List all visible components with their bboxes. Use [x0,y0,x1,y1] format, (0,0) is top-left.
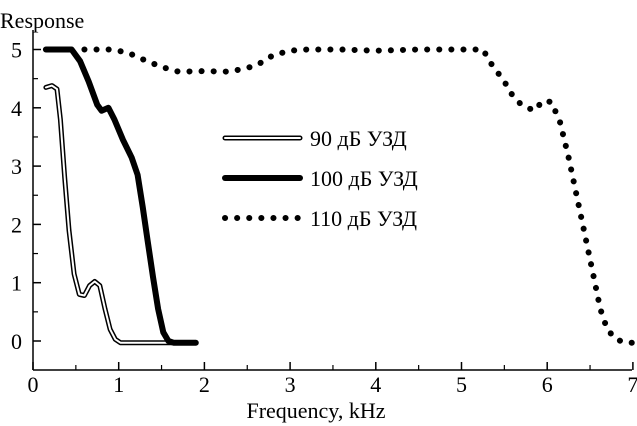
legend-label: 100 дБ УЗД [310,166,418,191]
legend-label: 110 дБ УЗД [310,206,417,231]
legend-entry: 100 дБ УЗД [222,166,418,191]
x-tick-label: 6 [542,372,553,397]
legend-entry: 90 дБ УЗД [222,126,407,151]
plot-area [42,46,636,346]
series-2 [42,46,199,346]
legend-entry: 110 дБ УЗД [222,206,417,231]
x-tick-label: 7 [627,372,637,397]
x-tick-label: 3 [285,372,296,397]
legend: 90 дБ УЗД 100 дБ УЗД 110 дБ УЗД [222,126,418,231]
series-3 [81,46,636,346]
series-line-3 [81,46,636,346]
y-tick-label: 0 [11,329,22,354]
x-tick-label: 4 [370,372,381,397]
x-axis-label: Frequency, kHz [246,398,385,423]
y-tick-label: 3 [11,154,22,179]
series-line-1-inner [44,84,197,344]
x-tick-label: 5 [456,372,467,397]
x-tick-label: 1 [113,372,124,397]
y-tick-label: 5 [11,38,22,63]
x-tick-label: 0 [28,372,39,397]
y-tick-label: 2 [11,212,22,237]
legend-label: 90 дБ УЗД [310,126,407,151]
axes: 0 1 2 3 4 5 6 7 0 1 2 3 4 5 [11,30,637,397]
x-tick-label: 2 [199,372,210,397]
series-line-2 [42,46,199,346]
y-tick-label: 4 [11,96,22,121]
series-1 [43,83,199,346]
y-axis-label: Response [0,8,84,33]
y-tick-label: 1 [11,271,22,296]
